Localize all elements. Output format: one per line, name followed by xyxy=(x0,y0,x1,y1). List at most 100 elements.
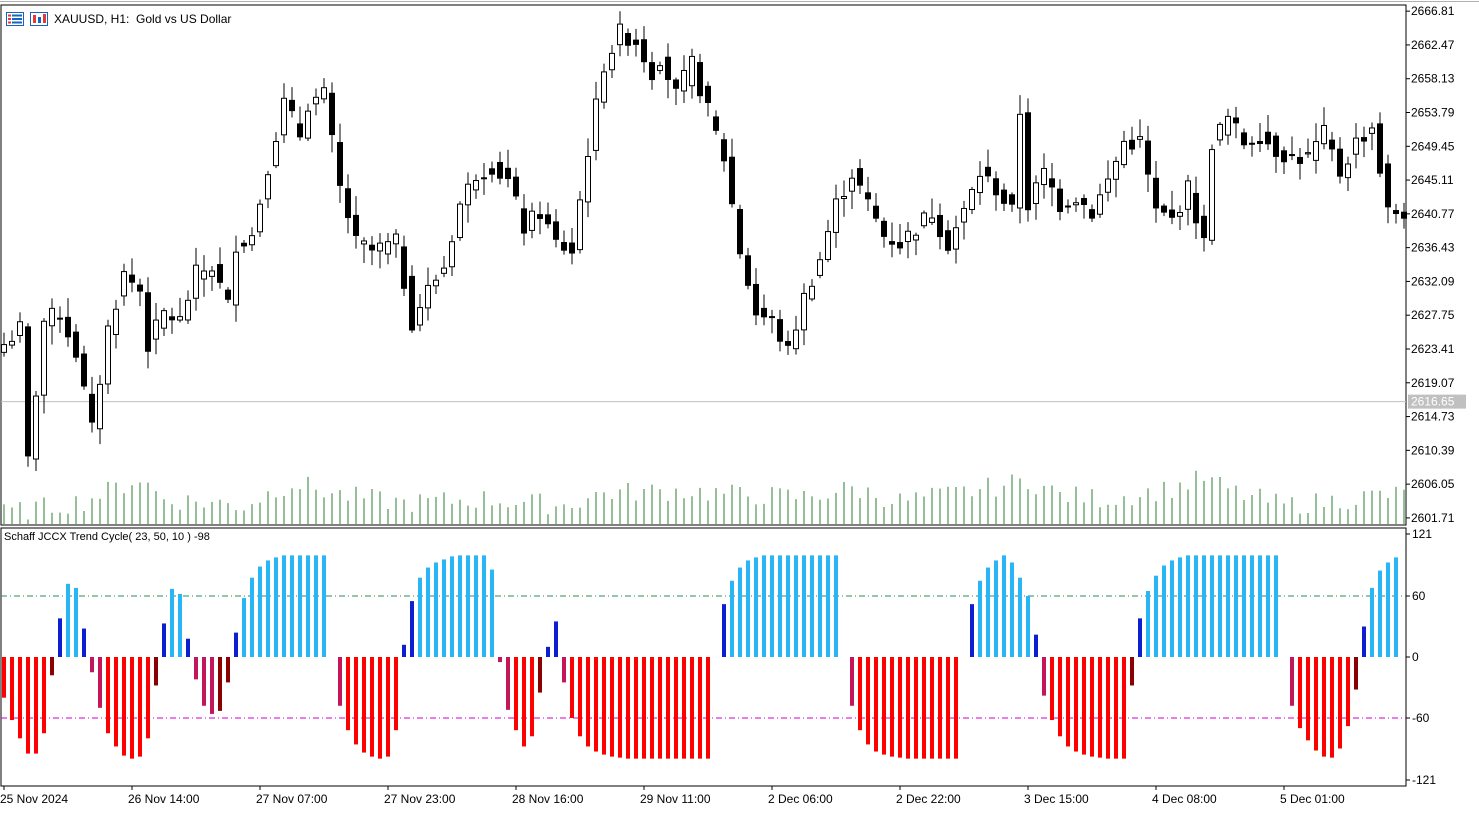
candle-body xyxy=(825,231,831,260)
candle xyxy=(401,235,407,297)
candle-body xyxy=(561,242,567,251)
candle xyxy=(1201,204,1207,252)
stc-bar xyxy=(642,657,646,759)
stc-bar xyxy=(1322,657,1326,757)
candle xyxy=(961,200,967,240)
candle-body xyxy=(921,212,927,227)
candle-body xyxy=(657,65,663,71)
stc-bar xyxy=(610,657,614,757)
candle-body xyxy=(777,319,783,342)
candle xyxy=(233,235,239,322)
candle xyxy=(225,287,231,304)
candle-body xyxy=(489,168,495,175)
stc-bar xyxy=(898,657,902,758)
candle-body xyxy=(81,353,87,387)
candle-body xyxy=(689,55,695,87)
candle-body xyxy=(1089,209,1095,219)
stc-bar xyxy=(1154,575,1158,657)
candle xyxy=(1081,194,1087,219)
candle-body xyxy=(1257,141,1263,144)
candle-body xyxy=(1401,211,1407,219)
stc-bar xyxy=(1114,657,1118,759)
stc-bar xyxy=(426,567,430,657)
candle xyxy=(665,43,671,99)
stc-bar xyxy=(858,657,862,731)
list-icon[interactable] xyxy=(6,12,24,26)
stc-bar xyxy=(882,657,886,755)
stc-bar xyxy=(1090,657,1094,757)
stc-bar xyxy=(266,560,270,657)
candle xyxy=(793,315,799,355)
candle-body xyxy=(625,32,631,46)
stc-bar xyxy=(922,657,926,759)
stc-bar xyxy=(18,657,22,739)
candle-body xyxy=(441,267,447,274)
candle-body xyxy=(609,52,615,71)
candle xyxy=(1049,163,1055,207)
stc-bar xyxy=(986,567,990,657)
candle xyxy=(921,210,927,229)
candle xyxy=(641,26,647,73)
stc-bar xyxy=(1314,657,1318,751)
stc-bar xyxy=(378,657,382,759)
candle xyxy=(441,256,447,278)
stc-bar xyxy=(874,657,878,752)
candle xyxy=(577,190,583,254)
candle xyxy=(249,227,255,252)
stc-bar xyxy=(154,657,158,686)
candle-body xyxy=(521,208,527,234)
candle-body xyxy=(425,284,431,309)
candle xyxy=(513,167,519,200)
candle xyxy=(609,45,615,79)
stc-bar xyxy=(434,562,438,657)
stc-bar xyxy=(1202,555,1206,657)
candle xyxy=(825,219,831,263)
stc-bar xyxy=(242,598,246,657)
stc-bar xyxy=(1242,555,1246,657)
stc-bar xyxy=(1034,634,1038,657)
candle-body xyxy=(457,203,463,239)
candle xyxy=(17,312,23,343)
candle xyxy=(361,237,367,263)
candle-body xyxy=(993,178,999,196)
candle-body xyxy=(1105,178,1111,193)
candle xyxy=(113,299,119,349)
candle-body xyxy=(1265,131,1271,145)
stc-bar xyxy=(690,657,694,759)
stc-bar xyxy=(290,555,294,657)
stc-bar xyxy=(226,657,230,683)
stc-bar xyxy=(818,555,822,657)
stc-bar xyxy=(194,657,198,680)
stc-bar xyxy=(34,657,38,754)
candle xyxy=(1129,126,1135,155)
candle-body xyxy=(977,175,983,194)
candle-body xyxy=(929,217,935,223)
candle-body xyxy=(1209,149,1215,241)
stc-bar xyxy=(138,657,142,757)
chart-toggle-icon[interactable] xyxy=(30,12,48,26)
candle-body xyxy=(1097,194,1103,215)
candle xyxy=(105,319,111,395)
stc-bar xyxy=(850,657,854,706)
candle xyxy=(457,201,463,241)
candle-body xyxy=(1185,180,1191,210)
price-tick-label: 2645.11 xyxy=(1411,173,1454,187)
candle xyxy=(497,151,503,185)
stc-bar xyxy=(530,657,534,737)
stc-bar xyxy=(354,657,358,745)
symbol-label: XAUUSD, H1: xyxy=(54,12,130,26)
stc-bar xyxy=(130,657,134,759)
candle-body xyxy=(161,310,167,329)
candle xyxy=(393,229,399,258)
stc-bar xyxy=(74,587,78,657)
candle xyxy=(273,132,279,169)
candle xyxy=(289,87,295,118)
candle-body xyxy=(1121,140,1127,166)
stc-bar xyxy=(682,657,686,759)
candle xyxy=(1113,156,1119,198)
candle xyxy=(521,194,527,246)
candle xyxy=(753,268,759,326)
candle xyxy=(1401,202,1407,229)
candle xyxy=(321,78,327,104)
